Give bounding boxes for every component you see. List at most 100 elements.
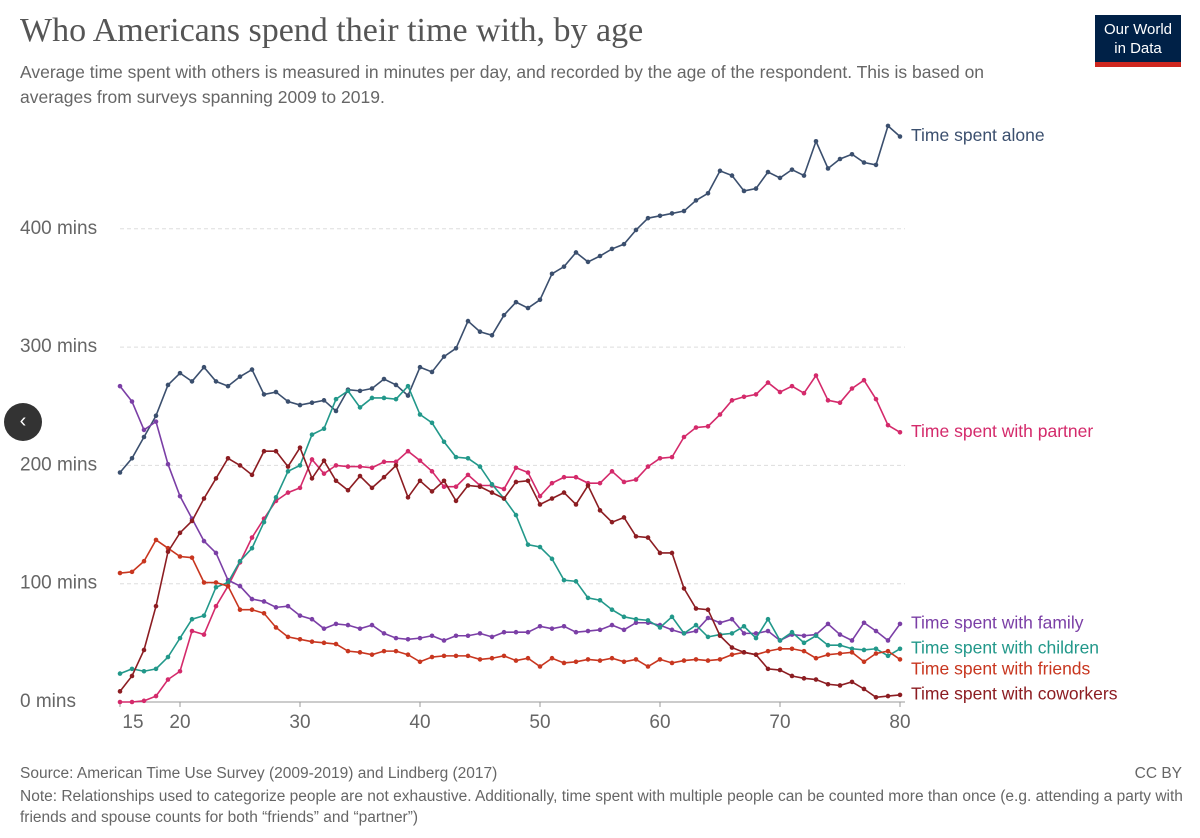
point [693,622,699,628]
logo[interactable]: Our World in Data [1095,15,1181,67]
point [825,652,831,657]
point [897,657,903,662]
point [345,464,351,469]
point [657,625,663,630]
point [321,626,327,631]
point [357,405,363,410]
point [741,631,747,636]
point [405,393,411,398]
point [189,379,195,384]
point [753,635,759,641]
point [837,642,843,648]
point [621,479,627,485]
point [729,645,735,650]
point [393,463,399,468]
point [669,454,675,460]
point [261,392,267,397]
point [765,666,771,672]
point [597,658,603,663]
point [657,213,663,219]
point [429,633,435,639]
x-tick-label: 80 [889,712,910,733]
point [633,227,639,233]
point [705,634,711,640]
point [225,583,231,589]
point [813,633,819,639]
point [753,652,759,657]
point [549,271,555,277]
point [825,398,831,403]
point [489,634,495,640]
point [249,472,255,478]
license[interactable]: CC BY [1134,765,1182,782]
point [381,459,387,465]
point [117,570,123,576]
point [837,683,843,688]
point [285,469,291,474]
point [117,383,123,389]
point [621,627,627,633]
point [417,364,423,370]
point [825,621,831,627]
point [729,398,735,403]
point [381,474,387,480]
point [393,382,399,388]
point [837,156,843,162]
point [801,676,807,681]
point [177,554,183,559]
point [153,537,159,543]
point [141,558,147,564]
point [669,660,675,666]
point [573,629,579,635]
point [885,422,891,428]
point [345,648,351,654]
point [705,191,711,196]
point [261,610,267,616]
point [453,454,459,460]
x-tick-label: 70 [769,712,790,733]
point [321,426,327,432]
point [525,542,531,547]
point [837,400,843,406]
point [525,478,531,484]
point [873,694,879,700]
point [321,640,327,646]
point [333,408,339,414]
point [669,550,675,556]
point [201,580,207,585]
point [705,658,711,663]
point [213,379,219,384]
point [513,479,519,485]
point [405,652,411,657]
point [669,211,675,216]
point [825,166,831,171]
point [765,169,771,175]
point [789,629,795,635]
point [297,613,303,618]
point [417,412,423,417]
point [609,246,615,252]
point [333,396,339,402]
chart-subtitle: Average time spent with others is measur… [20,62,985,107]
point [477,329,483,335]
point [561,660,567,666]
point [777,175,783,181]
x-tick-label: 15 [122,712,143,733]
point [873,628,879,634]
point [489,332,495,338]
point [813,677,819,682]
point [681,208,687,214]
point [129,666,135,672]
point [309,476,315,481]
point [897,646,903,652]
point [801,648,807,654]
point [465,483,471,488]
point [141,434,147,440]
series-line [119,384,901,675]
point [177,370,183,376]
point [237,463,243,468]
back-button[interactable]: ‹ [4,403,42,441]
point [645,464,651,469]
point [825,642,831,648]
point [789,646,795,652]
